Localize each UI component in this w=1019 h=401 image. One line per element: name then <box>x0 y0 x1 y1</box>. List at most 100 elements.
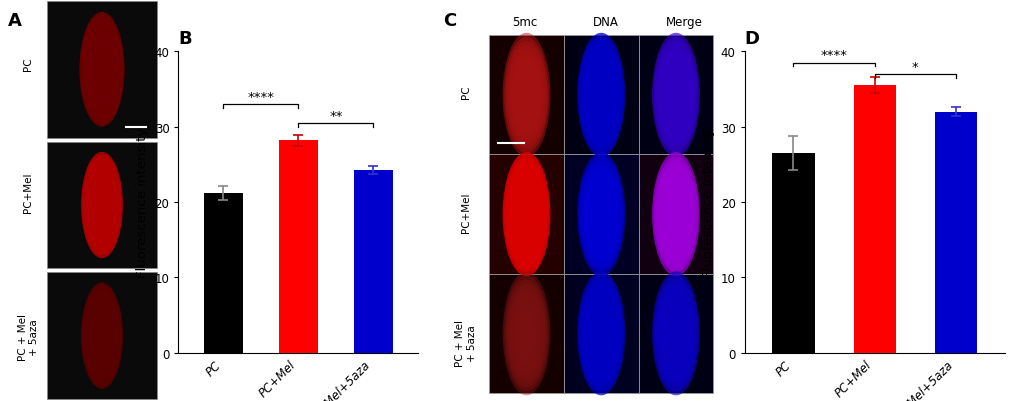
Ellipse shape <box>668 79 682 112</box>
Ellipse shape <box>594 317 607 350</box>
Ellipse shape <box>579 276 623 391</box>
Ellipse shape <box>656 165 694 264</box>
Ellipse shape <box>91 176 113 235</box>
Text: DNA: DNA <box>592 16 618 28</box>
Ellipse shape <box>651 34 699 158</box>
Ellipse shape <box>84 158 120 253</box>
Ellipse shape <box>514 182 539 247</box>
Ellipse shape <box>96 190 108 221</box>
Ellipse shape <box>81 283 122 389</box>
Ellipse shape <box>577 34 625 158</box>
Y-axis label: Fluorescence intensity: Fluorescence intensity <box>701 128 714 277</box>
Ellipse shape <box>97 192 107 219</box>
Text: PC+Mel: PC+Mel <box>461 192 471 233</box>
Ellipse shape <box>664 305 687 363</box>
FancyBboxPatch shape <box>489 274 564 393</box>
Ellipse shape <box>100 330 104 341</box>
Ellipse shape <box>673 325 679 342</box>
Ellipse shape <box>79 13 124 128</box>
Ellipse shape <box>98 325 106 346</box>
Ellipse shape <box>97 322 107 349</box>
Ellipse shape <box>665 309 685 358</box>
Ellipse shape <box>521 83 531 108</box>
Ellipse shape <box>523 206 529 223</box>
Ellipse shape <box>502 153 550 276</box>
Ellipse shape <box>658 288 693 379</box>
FancyBboxPatch shape <box>638 274 712 393</box>
Ellipse shape <box>579 157 623 272</box>
Ellipse shape <box>661 296 690 371</box>
Ellipse shape <box>87 296 117 376</box>
Ellipse shape <box>520 79 532 112</box>
Ellipse shape <box>99 62 105 79</box>
Ellipse shape <box>673 87 679 104</box>
Ellipse shape <box>588 63 613 129</box>
Ellipse shape <box>518 75 534 116</box>
FancyBboxPatch shape <box>48 273 156 399</box>
Ellipse shape <box>520 198 532 231</box>
FancyBboxPatch shape <box>48 142 156 269</box>
Ellipse shape <box>588 300 613 367</box>
Ellipse shape <box>671 83 680 108</box>
Ellipse shape <box>85 160 119 251</box>
Ellipse shape <box>523 325 529 342</box>
Text: PC+Mel: PC+Mel <box>23 172 34 213</box>
Ellipse shape <box>656 46 694 145</box>
Ellipse shape <box>521 321 531 346</box>
Ellipse shape <box>585 173 616 256</box>
Ellipse shape <box>586 177 615 252</box>
Ellipse shape <box>98 59 106 82</box>
Ellipse shape <box>654 42 696 149</box>
Ellipse shape <box>515 186 537 243</box>
Ellipse shape <box>590 186 611 243</box>
Ellipse shape <box>662 300 688 367</box>
Ellipse shape <box>91 42 113 99</box>
Ellipse shape <box>667 194 684 235</box>
Ellipse shape <box>579 38 623 153</box>
Ellipse shape <box>596 83 605 108</box>
Ellipse shape <box>523 87 529 104</box>
Ellipse shape <box>580 280 622 387</box>
Ellipse shape <box>95 53 109 87</box>
Ellipse shape <box>597 206 604 223</box>
Ellipse shape <box>89 36 115 105</box>
Ellipse shape <box>517 309 536 358</box>
Ellipse shape <box>514 300 539 367</box>
Ellipse shape <box>517 71 536 120</box>
Bar <box>354 171 392 353</box>
Ellipse shape <box>671 202 680 227</box>
Ellipse shape <box>590 67 611 124</box>
Text: PC: PC <box>23 57 34 71</box>
Bar <box>853 86 895 353</box>
Ellipse shape <box>89 171 115 240</box>
Ellipse shape <box>98 195 106 216</box>
FancyBboxPatch shape <box>564 36 638 155</box>
Ellipse shape <box>503 38 548 153</box>
Ellipse shape <box>81 152 122 259</box>
Ellipse shape <box>502 271 550 395</box>
Ellipse shape <box>593 194 608 235</box>
Ellipse shape <box>508 50 543 141</box>
Ellipse shape <box>597 325 604 342</box>
FancyBboxPatch shape <box>638 36 712 155</box>
FancyBboxPatch shape <box>564 274 638 393</box>
Ellipse shape <box>668 198 682 231</box>
Ellipse shape <box>86 294 118 378</box>
Ellipse shape <box>86 163 118 248</box>
Ellipse shape <box>503 157 548 272</box>
Text: B: B <box>178 30 192 48</box>
Ellipse shape <box>583 50 619 141</box>
Ellipse shape <box>99 328 105 344</box>
Ellipse shape <box>577 271 625 395</box>
Ellipse shape <box>517 190 536 239</box>
Ellipse shape <box>92 309 112 363</box>
Ellipse shape <box>594 198 607 231</box>
Ellipse shape <box>512 59 540 133</box>
Ellipse shape <box>594 79 607 112</box>
Ellipse shape <box>96 320 108 352</box>
Ellipse shape <box>505 161 547 268</box>
FancyBboxPatch shape <box>564 155 638 274</box>
Ellipse shape <box>583 169 619 260</box>
Ellipse shape <box>95 187 109 224</box>
Ellipse shape <box>656 284 694 383</box>
